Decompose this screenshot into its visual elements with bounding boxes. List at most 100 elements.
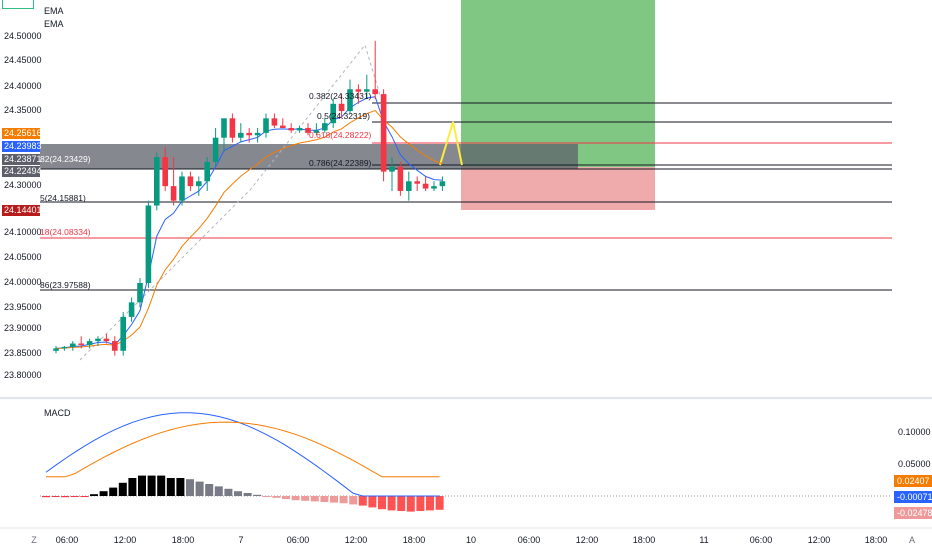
candle-body[interactable]	[61, 346, 68, 349]
time-tick: 12:00	[807, 535, 831, 545]
candle-body[interactable]	[414, 181, 420, 184]
candle-body[interactable]	[389, 166, 395, 172]
legend-ema-1[interactable]: EMA	[44, 6, 64, 16]
price-tick: 24.00000	[4, 277, 42, 287]
candle-body[interactable]	[380, 94, 387, 172]
candle-body[interactable]	[70, 343, 76, 347]
fib-label: 0.618(24.28222)	[309, 130, 372, 140]
macd-histogram-bar	[80, 496, 89, 497]
candle-body[interactable]	[86, 341, 93, 345]
candle-body[interactable]	[322, 123, 328, 131]
candle-body[interactable]	[246, 132, 252, 136]
candle-body[interactable]	[254, 132, 261, 136]
macd-histogram-bar	[253, 494, 262, 496]
price-tick: 24.35000	[4, 105, 42, 115]
candle-body[interactable]	[338, 103, 345, 112]
candle-body[interactable]	[439, 181, 446, 187]
price-tag-ema-slow: 24.25616	[2, 128, 42, 139]
macd-histogram-bar	[426, 496, 434, 511]
price-tick: 24.40000	[4, 81, 42, 91]
candle-body[interactable]	[406, 181, 412, 191]
projection-line[interactable]	[439, 121, 463, 166]
candle-body[interactable]	[120, 316, 126, 351]
candle-body[interactable]	[313, 130, 320, 133]
macd-signal-line[interactable]	[46, 421, 440, 478]
candle-body[interactable]	[397, 166, 404, 191]
time-axis-zoom-icon[interactable]: Z	[31, 535, 37, 545]
macd-histogram-bar	[61, 496, 70, 498]
macd-histogram-bar	[176, 478, 185, 496]
time-tick: 18:00	[864, 535, 888, 545]
candle-body[interactable]	[187, 176, 194, 187]
candle-body[interactable]	[137, 282, 143, 303]
candle-body[interactable]	[422, 183, 429, 189]
candle-body[interactable]	[305, 128, 311, 133]
candle-body[interactable]	[95, 338, 101, 342]
time-tick: 06:00	[286, 535, 310, 545]
candle-body[interactable]	[53, 348, 59, 351]
candle-body[interactable]	[112, 341, 118, 351]
macd-line[interactable]	[45, 412, 440, 497]
time-tick: 12:00	[344, 535, 368, 545]
macd-histogram-bar	[147, 475, 156, 496]
price-tag-ema-fast: 24.23983	[2, 141, 42, 152]
macd-tag-macd: -0.00071	[894, 491, 932, 503]
candle-body[interactable]	[355, 89, 362, 92]
price-tick: 24.10000	[4, 227, 42, 237]
candle-body[interactable]	[364, 89, 370, 92]
macd-tick: 0.05000	[898, 459, 931, 469]
candle-body[interactable]	[288, 128, 294, 131]
macd-histogram-bar	[109, 487, 118, 496]
macd-histogram-bar	[435, 496, 444, 510]
candle-body[interactable]	[196, 181, 202, 187]
fib-label: 0.786(24.22389)	[309, 158, 372, 168]
candle-body[interactable]	[280, 125, 286, 129]
price-tag-box-bottom: 24.22494	[2, 166, 42, 177]
price-tag-stop: 24.14401	[2, 205, 42, 216]
macd-histogram-bar	[406, 496, 415, 512]
candle-body[interactable]	[347, 89, 353, 112]
auto-scale-button[interactable]: A	[908, 535, 916, 545]
macd-histogram-bar	[195, 481, 204, 496]
legend-ema-2[interactable]: EMA	[44, 19, 64, 29]
candle-body[interactable]	[330, 103, 336, 124]
macd-histogram-bar	[186, 479, 194, 496]
candle-body[interactable]	[78, 343, 84, 345]
loss-zone[interactable]	[461, 167, 655, 210]
candle-body[interactable]	[162, 157, 168, 187]
macd-histogram-bar	[397, 496, 406, 511]
price-tick: 24.05000	[4, 252, 42, 262]
candle-body[interactable]	[238, 132, 244, 138]
legend-marker	[2, 0, 34, 9]
candle-body[interactable]	[204, 161, 210, 182]
candle-body[interactable]	[170, 186, 177, 201]
candle-body[interactable]	[179, 176, 185, 201]
candle-body[interactable]	[431, 186, 437, 189]
candle-body[interactable]	[145, 205, 152, 283]
macd-histogram-bar	[90, 494, 98, 496]
macd-histogram-bar	[118, 482, 127, 496]
macd-histogram-bar	[282, 496, 290, 499]
time-tick: 12:00	[113, 535, 137, 545]
macd-tick: 0.10000	[898, 427, 931, 437]
candle-body[interactable]	[103, 338, 110, 342]
macd-label[interactable]: MACD	[44, 408, 71, 418]
profit-zone[interactable]	[461, 0, 655, 167]
candle-body[interactable]	[229, 118, 236, 138]
trend-dashed[interactable]	[79, 43, 381, 361]
macd-histogram-bar	[349, 496, 358, 505]
candle-body[interactable]	[221, 118, 227, 138]
candle-body[interactable]	[263, 118, 269, 133]
candle-body[interactable]	[212, 137, 219, 162]
candle-body[interactable]	[154, 157, 160, 206]
macd-histogram-bar	[205, 484, 214, 496]
candle-body[interactable]	[128, 302, 135, 317]
macd-tag-signal: 0.02407	[894, 475, 932, 487]
price-tick: 23.85000	[4, 348, 42, 358]
candle-body[interactable]	[372, 89, 378, 95]
macd-histogram-bar	[272, 496, 281, 498]
candle-body[interactable]	[296, 128, 303, 131]
candle-body[interactable]	[271, 118, 278, 126]
